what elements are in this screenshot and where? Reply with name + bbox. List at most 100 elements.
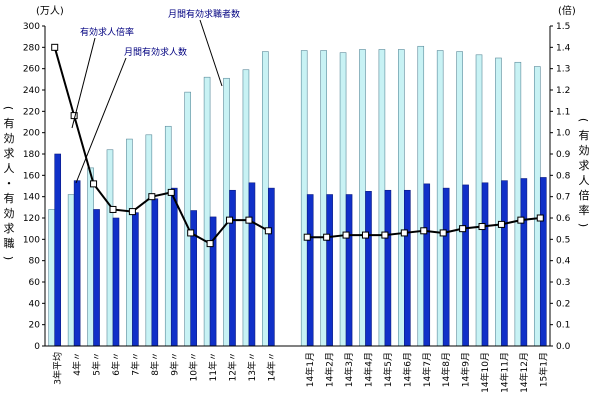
left-tick-label: 160: [23, 171, 40, 181]
bar-job-openings: [54, 153, 62, 347]
x-tick-label-group: 14年8月: [440, 352, 452, 387]
right-tick-label: 0.2: [556, 299, 570, 309]
x-tick-label: 14年6月: [401, 352, 413, 387]
bar-job-openings: [306, 194, 314, 347]
left-axis-unit: (万人): [36, 5, 64, 17]
bar-job-seekers: [126, 138, 133, 347]
ratio-point: [381, 231, 389, 239]
bar-job-seekers: [203, 76, 211, 347]
annotation-openings-leader: [75, 57, 127, 184]
left-tick-label: 300: [23, 22, 40, 32]
axis-title-char: ・: [4, 177, 15, 190]
bar-job-openings: [151, 198, 159, 347]
x-tick-label-group: 14年5月: [382, 352, 394, 387]
annotation-ratio: 有効求人倍率: [80, 26, 134, 38]
axes: [44, 26, 551, 347]
axis-title-char: 効: [579, 143, 590, 157]
ratio-point: [323, 233, 331, 241]
bar-job-seekers: [242, 69, 250, 347]
bar-job-seekers: [67, 194, 75, 347]
x-tick-label: 15年1月: [537, 352, 549, 387]
x-tick-label-group: 14年1月: [304, 352, 316, 387]
x-tick-label: 12年〃: [227, 352, 239, 381]
right-tick-label: 1.1: [556, 107, 570, 117]
bar-job-openings: [365, 191, 372, 347]
ratio-line: [51, 43, 544, 248]
ratio-point: [459, 225, 467, 233]
axis-title-char: ): [2, 256, 15, 260]
ratio-point: [400, 229, 408, 237]
ratio-point: [264, 227, 272, 235]
bar-job-seekers: [378, 49, 386, 347]
axis-title-char: 求: [4, 222, 15, 235]
axis-title-char: ): [577, 223, 590, 227]
x-tick-label: 14年9月: [460, 352, 472, 387]
x-tick-label-group: 14年9月: [460, 352, 472, 387]
bar-job-openings: [384, 189, 392, 347]
bar-job-seekers: [436, 50, 444, 347]
axis-title-char: 倍: [579, 188, 590, 202]
left-tick-label: 80: [29, 257, 41, 267]
x-tick-label: 5年〃: [91, 352, 103, 376]
right-tick-label: 1.3: [556, 65, 570, 75]
left-tick-label: 120: [23, 214, 40, 224]
axis-title-char: (: [2, 106, 15, 110]
right-tick-label: 0.5: [556, 235, 570, 245]
right-tick-label: 0.0: [556, 342, 571, 352]
ratio-point: [226, 216, 234, 224]
left-tick-label: 100: [23, 235, 40, 245]
left-tick-label: 140: [23, 193, 40, 203]
x-tick-label-group: 7年〃: [129, 352, 141, 376]
x-tick-label-group: 3年平均: [52, 352, 64, 385]
right-tick-label: 0.6: [556, 214, 571, 224]
x-tick-label: 14年11月: [498, 352, 510, 393]
ratio-point: [187, 229, 195, 237]
x-tick-label: 13年〃: [246, 352, 258, 381]
x-tick-label: 14年3月: [343, 352, 355, 387]
x-tick-label: 14年8月: [440, 352, 452, 387]
bar-job-openings: [326, 194, 333, 347]
bar-job-seekers: [145, 134, 153, 347]
bar-job-openings: [112, 217, 120, 347]
ratio-point: [497, 220, 505, 228]
left-tick-label: 260: [23, 65, 40, 75]
ratio-point: [245, 216, 253, 224]
right-tick-label: 0.8: [556, 171, 571, 181]
x-tick-label: 11年〃: [207, 352, 219, 381]
x-axis-labels: 3年平均 4年〃 5年〃 6年〃 7年〃 8年〃 9年〃 10年〃 11年〃 12年〃 13年〃 14…: [52, 352, 550, 393]
x-tick-label: 7年〃: [129, 352, 141, 376]
x-tick-label: 9年〃: [168, 352, 180, 376]
right-axis-ticks: 1.5 1.4 1.3 1.2 1.1 1.0 0.9 0.8 0.7 0.6 0.5 0.4 0.3 0…: [550, 22, 571, 352]
ratio-point: [109, 205, 117, 213]
bar-job-seekers: [514, 61, 522, 347]
ratio-point: [361, 231, 369, 239]
bar-job-openings: [93, 209, 100, 347]
axis-title-char: (: [577, 118, 590, 122]
ratio-point: [148, 193, 156, 201]
x-tick-label-group: 14年6月: [401, 352, 413, 387]
right-tick-label: 1.5: [556, 22, 570, 32]
bar-job-seekers: [106, 149, 114, 347]
right-tick-label: 0.4: [556, 257, 571, 267]
left-tick-label: 180: [23, 150, 40, 160]
x-tick-label-group: 14年〃: [265, 352, 277, 381]
x-tick-label: 14年10月: [479, 352, 491, 393]
axis-title-char: 人: [4, 162, 15, 175]
x-tick-label-group: 14年3月: [343, 352, 355, 387]
x-tick-label-group: 4年〃: [71, 352, 83, 376]
x-tick-label-group: 12年〃: [227, 352, 239, 381]
x-tick-label: 6年〃: [110, 352, 122, 376]
axis-title-char: 人: [579, 174, 590, 187]
bar-job-seekers: [262, 51, 269, 347]
ratio-point: [439, 229, 447, 237]
bar-job-openings: [520, 178, 528, 347]
bar-job-seekers: [320, 50, 327, 347]
bar-job-seekers: [339, 52, 347, 347]
annotation-seekers-leader: [199, 19, 223, 87]
right-tick-label: 0.1: [556, 321, 570, 331]
x-tick-label: 14年〃: [265, 352, 277, 381]
axis-title-char: 有: [4, 116, 15, 130]
x-tick-label-group: 10年〃: [188, 352, 200, 381]
bar-job-seekers: [87, 167, 94, 347]
bar-job-openings: [268, 187, 275, 347]
